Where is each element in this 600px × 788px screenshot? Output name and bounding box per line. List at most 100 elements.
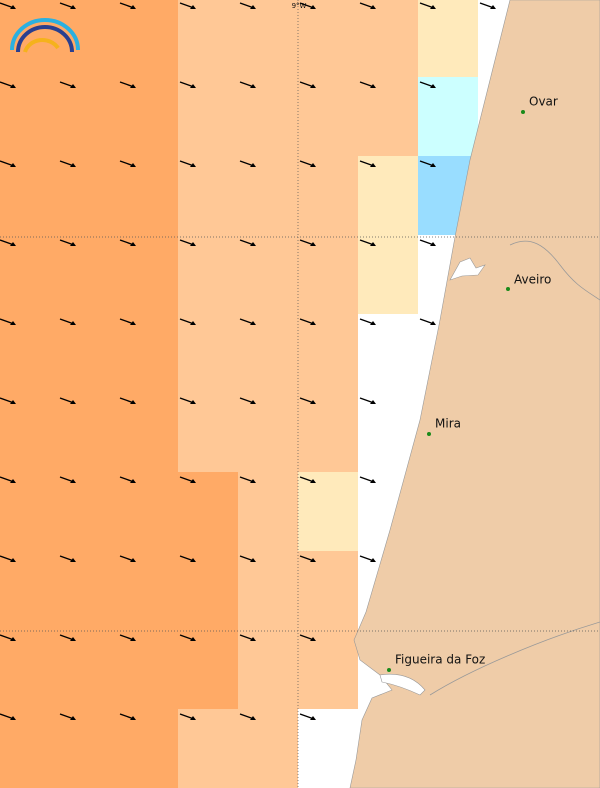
place-dot	[506, 287, 510, 291]
wind-arrow-head	[430, 5, 436, 9]
cells	[0, 0, 478, 788]
wind-arrow-head	[70, 163, 76, 167]
wind-arrow-head	[70, 84, 76, 88]
wind-arrow-head	[310, 479, 316, 483]
wind-arrow-head	[70, 716, 76, 720]
wind-arrow-head	[130, 479, 136, 483]
cell	[58, 709, 118, 788]
wind-arrow-head	[70, 479, 76, 483]
wind-arrow-head	[70, 5, 76, 9]
wind-arrow-head	[430, 84, 436, 88]
wind-arrow-head	[190, 558, 196, 562]
wind-arrow-head	[70, 242, 76, 246]
cell	[418, 77, 478, 156]
cell	[238, 0, 298, 77]
cell	[178, 472, 238, 551]
logo	[10, 18, 80, 53]
estuary	[379, 673, 426, 696]
wind-arrow-head	[70, 637, 76, 641]
wind-arrow-head	[490, 5, 496, 9]
cell	[238, 314, 298, 393]
cell	[298, 472, 358, 551]
cell	[178, 156, 238, 235]
cell	[58, 393, 118, 472]
wind-arrow-head	[130, 242, 136, 246]
wind-arrow-head	[190, 321, 196, 325]
wind-arrow-head	[370, 163, 376, 167]
wind-arrow-head	[310, 163, 316, 167]
river	[429, 621, 600, 696]
cell	[238, 393, 298, 472]
wind-arrow-head	[370, 558, 376, 562]
cell	[238, 551, 298, 630]
wind-arrow-head	[130, 716, 136, 720]
wind-arrow-head	[130, 5, 136, 9]
cell	[358, 0, 418, 77]
wind-arrow-head	[250, 716, 256, 720]
land	[349, 0, 600, 788]
cell	[118, 472, 178, 551]
place-label: Mira	[435, 417, 461, 431]
wind-arrow-head	[250, 242, 256, 246]
wind-arrow-head	[10, 558, 16, 562]
wind-arrow-head	[70, 321, 76, 325]
cell	[298, 0, 358, 77]
wind-arrow-head	[190, 479, 196, 483]
cell	[58, 314, 118, 393]
cell	[58, 551, 118, 630]
wind-arrow-head	[310, 84, 316, 88]
cell	[0, 393, 58, 472]
wind-arrow-head	[130, 321, 136, 325]
wind-arrow-head	[250, 84, 256, 88]
wind-arrow-head	[190, 163, 196, 167]
cell	[358, 156, 418, 235]
cell	[118, 630, 178, 709]
cell	[358, 77, 418, 156]
cell	[0, 156, 58, 235]
wind-arrow-head	[10, 716, 16, 720]
place-label: Ovar	[529, 95, 558, 109]
wind-arrow-head	[250, 637, 256, 641]
place-dot	[521, 110, 525, 114]
wind-arrow-head	[250, 400, 256, 404]
cell	[238, 77, 298, 156]
cell	[118, 709, 178, 788]
cell	[118, 235, 178, 314]
cell	[298, 393, 358, 472]
wind-arrow-head	[430, 321, 436, 325]
wind-arrow-head	[370, 242, 376, 246]
lagoon	[449, 257, 486, 281]
arrows	[0, 2, 496, 720]
wind-arrow-head	[190, 637, 196, 641]
wind-arrow-head	[370, 321, 376, 325]
wind-arrow-head	[70, 558, 76, 562]
cell	[118, 314, 178, 393]
wind-arrow-head	[310, 558, 316, 562]
cell	[0, 709, 58, 788]
cell	[238, 235, 298, 314]
cell	[298, 630, 358, 709]
cell	[238, 630, 298, 709]
cell	[178, 314, 238, 393]
wind-arrow-head	[430, 163, 436, 167]
cell	[298, 77, 358, 156]
cell	[178, 77, 238, 156]
wind-arrow-head	[10, 479, 16, 483]
wind-arrow-head	[310, 5, 316, 9]
wind-arrow-head	[10, 321, 16, 325]
cell	[358, 235, 418, 314]
cell	[58, 156, 118, 235]
wind-arrow-head	[250, 558, 256, 562]
cell	[118, 77, 178, 156]
wind-arrow-head	[10, 400, 16, 404]
cell	[0, 630, 58, 709]
wind-arrow-head	[370, 479, 376, 483]
cell	[418, 0, 478, 77]
cell	[298, 156, 358, 235]
wind-arrow-head	[10, 163, 16, 167]
wind-arrow-head	[310, 400, 316, 404]
wind-arrow-head	[310, 321, 316, 325]
wind-arrow-head	[10, 5, 16, 9]
wind-arrow-head	[10, 84, 16, 88]
